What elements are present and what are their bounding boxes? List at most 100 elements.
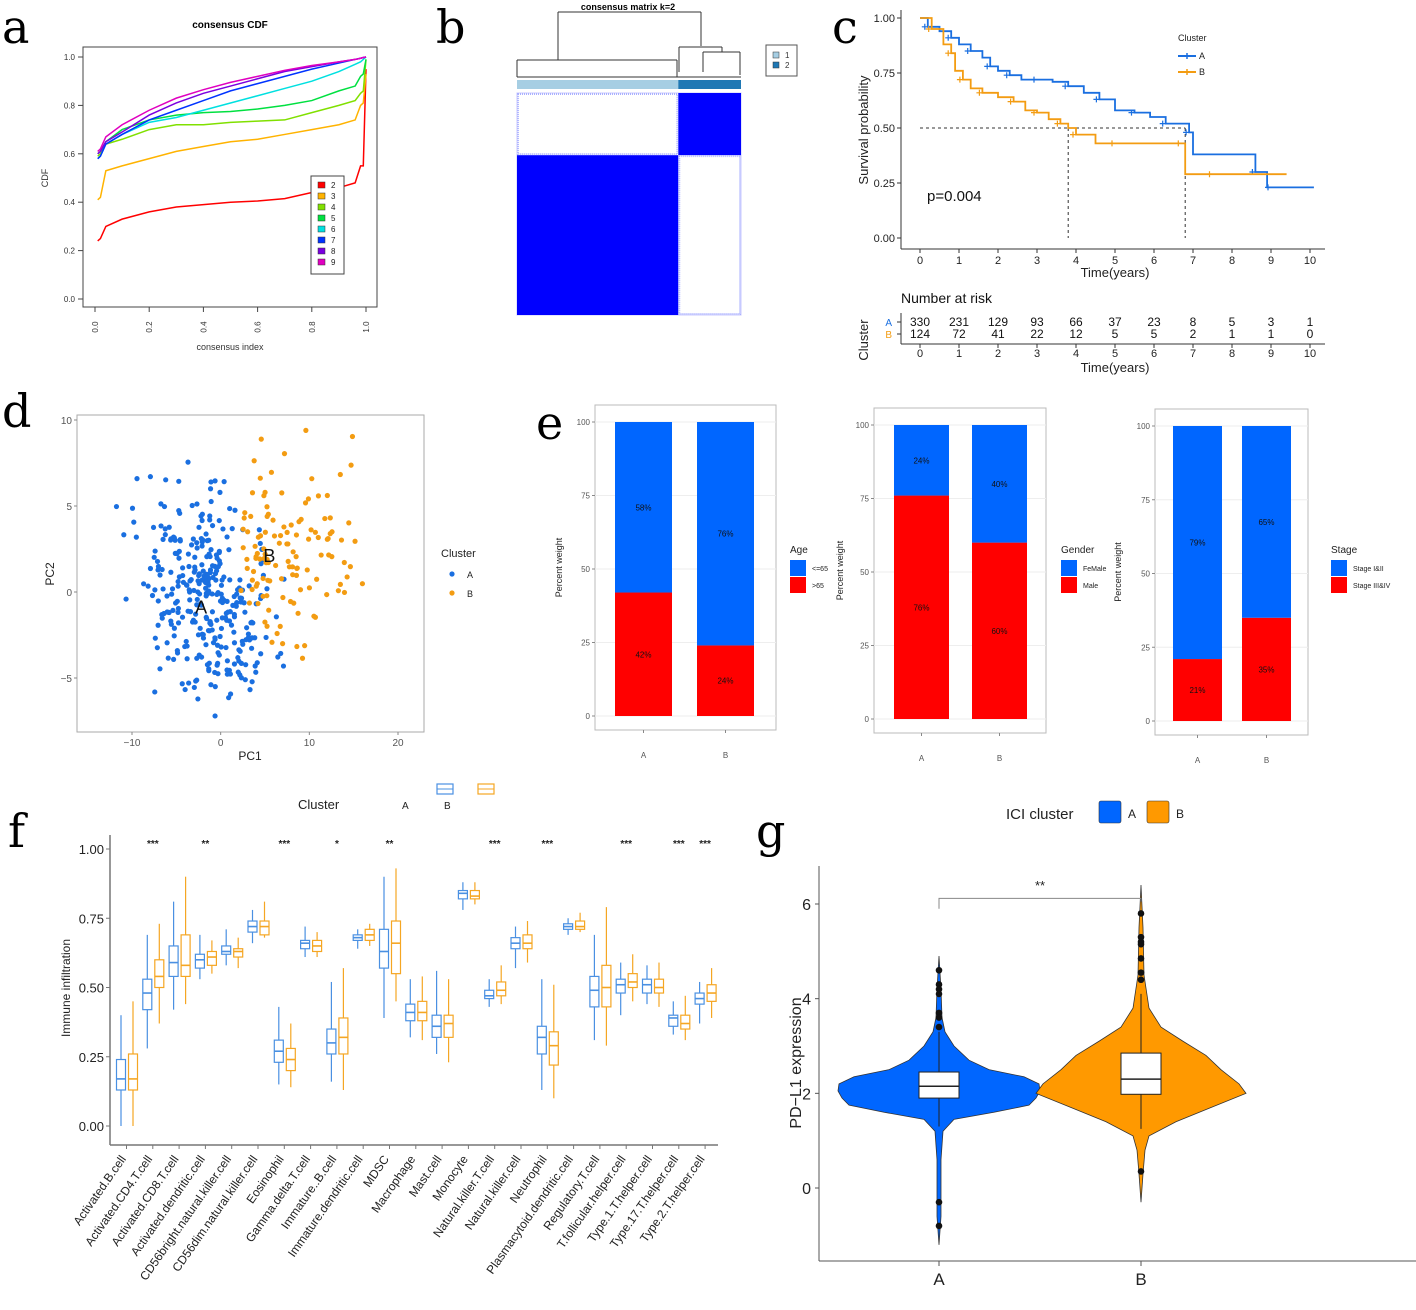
risk-count: 66 xyxy=(1069,315,1083,329)
scatter-point-A xyxy=(246,583,252,589)
scatter-point-A xyxy=(194,655,200,661)
legend-swatch-9 xyxy=(317,258,326,266)
scatter-point-A xyxy=(192,564,198,570)
scatter-point-A xyxy=(253,669,259,675)
risk-count: 330 xyxy=(910,315,930,329)
scatter-point-B xyxy=(267,578,273,584)
scatter-point-A xyxy=(193,678,199,684)
scatter-point-A xyxy=(172,600,179,606)
scatter-point-B xyxy=(293,572,300,578)
scatter-point-B xyxy=(246,600,253,606)
scatter-point-A xyxy=(160,586,166,592)
panel-label-c: c xyxy=(832,0,858,54)
scatter-point-B xyxy=(285,558,291,564)
scatter-point-A xyxy=(247,687,253,693)
scatter-point-A xyxy=(215,650,221,656)
scatter-point-A xyxy=(180,565,186,571)
scatter-point-A xyxy=(154,558,161,565)
bar-value-label: 24% xyxy=(717,677,733,686)
scatter-point-A xyxy=(213,552,220,558)
risk-x-tick-label: 5 xyxy=(1112,348,1118,360)
y-tick-label: 0 xyxy=(1146,717,1151,726)
scatter-point-A xyxy=(121,532,127,538)
x-tick-label: B xyxy=(1135,1270,1146,1289)
scatter-point-A xyxy=(164,593,170,599)
scatter-point-B xyxy=(257,475,263,481)
scatter-point-A xyxy=(215,660,221,666)
outlier-point-A xyxy=(935,966,943,974)
scatter-point-A xyxy=(168,569,174,575)
legend-swatch-8 xyxy=(317,247,326,255)
significance-marker: ** xyxy=(1035,878,1045,893)
risk-x-axis-label: Time(years) xyxy=(1081,360,1150,375)
scatter-point-A xyxy=(149,592,156,599)
scatter-point-A xyxy=(160,536,166,542)
legend-marker-B xyxy=(1184,69,1190,75)
scatter-point-A xyxy=(189,502,195,509)
scatter-point-A xyxy=(214,617,220,623)
y-tick-label: 25 xyxy=(1141,643,1150,652)
outlier-point-B xyxy=(1137,910,1145,917)
legend-swatch-5 xyxy=(317,214,326,222)
scatter-point-A xyxy=(188,542,195,548)
scatter-point-A xyxy=(216,558,222,564)
legend-swatch->65 xyxy=(790,577,806,593)
legend-swatch-4 xyxy=(317,203,326,211)
scatter-point-A xyxy=(171,633,177,639)
scatter-point-B xyxy=(290,549,296,555)
scatter-point-B xyxy=(238,587,244,594)
scatter-point-B xyxy=(297,587,304,593)
scatter-point-B xyxy=(337,471,343,478)
scatter-point-A xyxy=(243,662,249,668)
scatter-point-B xyxy=(264,504,270,510)
scatter-point-A xyxy=(194,602,200,608)
outlier-point-A xyxy=(935,1222,943,1230)
scatter-point-A xyxy=(237,648,243,654)
scatter-point-A xyxy=(207,567,214,573)
box-B xyxy=(233,948,244,958)
cdf-line-k5 xyxy=(97,59,367,155)
scatter-point-B xyxy=(295,610,301,616)
scatter-point-B xyxy=(348,462,354,468)
legend-label: B xyxy=(1199,67,1205,77)
legend-label: 8 xyxy=(331,247,336,256)
censor-mark-B xyxy=(976,89,983,96)
scatter-point-A xyxy=(209,522,216,529)
scatter-point-A xyxy=(151,554,157,560)
box-A xyxy=(668,1014,679,1027)
scatter-point-B xyxy=(299,655,306,661)
plot-frame xyxy=(82,46,378,308)
significance-marker: ** xyxy=(386,839,394,850)
scatter-point-B xyxy=(315,493,322,499)
outlier-point-B xyxy=(1137,976,1145,984)
scatter-point-B xyxy=(302,643,308,649)
x-tick-label: 0.8 xyxy=(308,321,317,333)
risk-count: 5 xyxy=(1151,327,1158,341)
scatter-point-A xyxy=(166,609,172,616)
scatter-point-B xyxy=(305,496,312,502)
plot-frame-e2 xyxy=(873,407,1047,734)
bar-value-label: 58% xyxy=(635,503,651,512)
plot-frame-e1 xyxy=(594,404,777,731)
scatter-point-A xyxy=(169,586,176,592)
y-tick-label: 0.6 xyxy=(64,150,76,159)
scatter-point-A xyxy=(252,635,258,641)
censor-mark-B xyxy=(1109,140,1115,147)
scatter-point-A xyxy=(179,614,186,620)
y-tick-label: 1.0 xyxy=(64,53,76,62)
y-tick-label: −5 xyxy=(61,674,73,685)
censor-mark-A xyxy=(1003,72,1010,79)
scatter-point-A xyxy=(227,577,233,583)
scatter-point-B xyxy=(264,513,270,520)
scatter-point-A xyxy=(218,582,225,588)
stacked-bar-A-<=65 xyxy=(615,422,672,593)
scatter-point-A xyxy=(170,607,176,613)
risk-count: 231 xyxy=(949,315,969,329)
scatter-point-B xyxy=(329,529,335,535)
scatter-point-B xyxy=(335,588,341,594)
scatter-point-A xyxy=(187,597,193,603)
scatter-point-A xyxy=(234,591,240,597)
pdl1-violin-chart: 0 2 4 6 PD−L1 expression A B ** ICI cluster A B xyxy=(788,800,1416,1289)
scatter-point-A xyxy=(217,633,223,640)
scatter-point-B xyxy=(341,559,347,566)
